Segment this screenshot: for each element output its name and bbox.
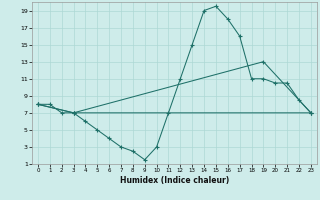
X-axis label: Humidex (Indice chaleur): Humidex (Indice chaleur) [120, 176, 229, 185]
